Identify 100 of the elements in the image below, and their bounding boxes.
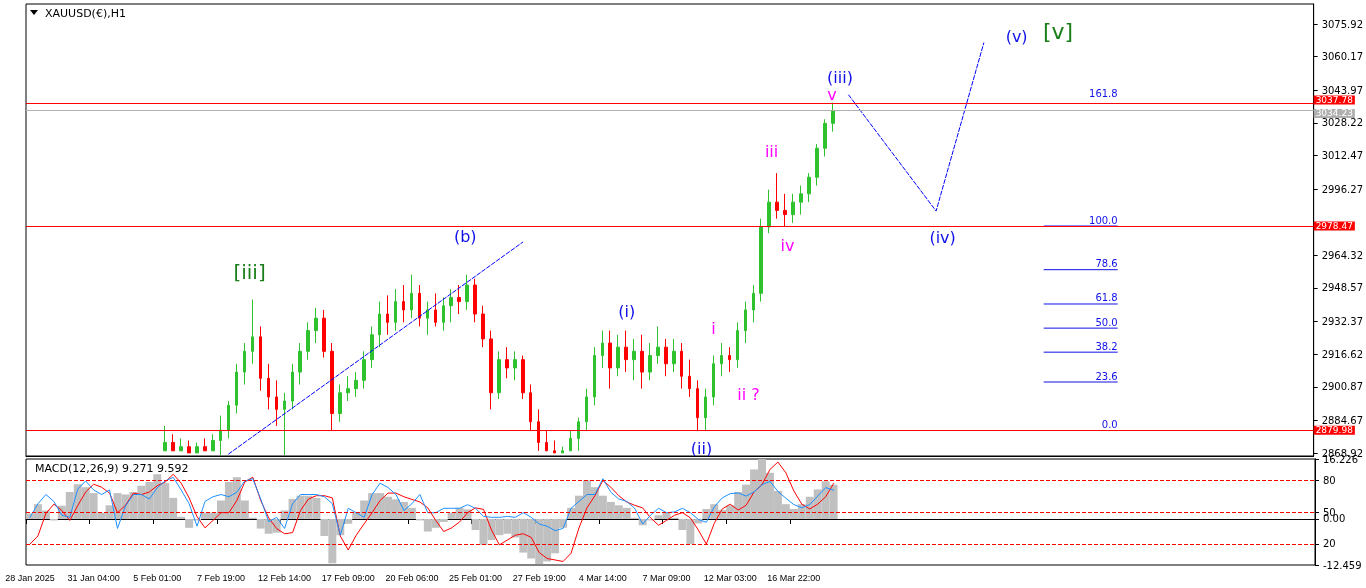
x-tick-label: 5 Feb 01:00 <box>133 572 182 583</box>
candlestick <box>378 301 381 348</box>
x-tick-label: 31 Jan 04:00 <box>67 572 120 583</box>
candlestick <box>187 439 191 454</box>
annotation: (iii) <box>827 67 853 87</box>
candlestick <box>712 354 715 406</box>
candlestick <box>720 342 723 377</box>
x-tick-label: 7 Feb 19:00 <box>196 572 245 583</box>
candlestick <box>736 321 739 369</box>
x-tick-label: 28 Jan 2025 <box>5 572 55 583</box>
candlestick <box>807 172 811 203</box>
x-tick-label: 4 Mar 14:00 <box>578 572 627 583</box>
chart-title: MACD(12,26,9) 9.271 9.592 <box>35 462 189 475</box>
candlestick <box>497 350 501 400</box>
candlestick <box>608 330 612 390</box>
y-tick-label: 3043.97 <box>1321 84 1364 96</box>
candlestick <box>298 342 302 385</box>
candlestick <box>561 446 564 454</box>
ref-line-label: 2879.98 <box>1315 425 1354 436</box>
candlestick <box>362 350 366 390</box>
candlestick <box>823 118 827 158</box>
candlestick <box>346 375 350 402</box>
candlestick <box>593 346 596 406</box>
annotation: ii ? <box>737 384 760 404</box>
annotation: (b) <box>453 226 477 246</box>
y-tick-label: 3012.47 <box>1321 150 1364 162</box>
x-tick-label: 20 Feb 06:00 <box>385 572 439 583</box>
candlestick <box>688 359 691 398</box>
candlestick <box>569 429 572 452</box>
candlestick <box>179 437 183 452</box>
candlestick <box>418 284 421 327</box>
candlestick <box>457 284 461 315</box>
candlestick <box>728 346 731 373</box>
annotation: (iv) <box>929 228 956 248</box>
candlestick <box>799 185 803 216</box>
candlestick <box>291 363 294 410</box>
candlestick <box>577 417 580 452</box>
x-tick-label: 7 Mar 09:00 <box>642 572 691 583</box>
candlestick <box>306 321 310 361</box>
annotation: 161.8 <box>1089 88 1118 100</box>
annotation: 0.0 <box>1101 418 1118 430</box>
candlestick <box>370 325 374 369</box>
candlestick <box>656 325 660 365</box>
candlestick <box>171 433 175 452</box>
candlestick <box>775 172 779 220</box>
y2-tick-label: 80 <box>1323 474 1336 486</box>
candlestick <box>616 334 620 377</box>
candlestick <box>203 437 207 452</box>
candlestick <box>473 278 477 323</box>
y-tick-label: -12.459 <box>1323 559 1362 571</box>
y-tick-label: 2964.32 <box>1321 249 1364 261</box>
candlestick <box>744 301 747 344</box>
candlestick <box>386 294 389 336</box>
candlestick <box>759 218 763 303</box>
candlestick <box>489 330 493 410</box>
candlestick <box>815 143 819 187</box>
x-tick-label: 16 Mar 22:00 <box>767 572 821 583</box>
annotation: (v) <box>1005 26 1028 46</box>
candlestick <box>632 338 636 381</box>
candlestick <box>704 388 707 431</box>
candlestick <box>410 274 413 319</box>
y-tick-label: 2900.87 <box>1321 381 1364 393</box>
annotation: i <box>711 318 716 338</box>
candlestick <box>680 342 683 390</box>
y-tick-label: 2884.67 <box>1321 414 1364 426</box>
annotation: [iii] <box>233 259 266 284</box>
candlestick <box>235 363 238 415</box>
annotation: iv <box>780 235 795 255</box>
chart-title: XAUUSD(€),H1 <box>45 7 126 20</box>
ref-line-label: 3034.23 <box>1315 108 1353 119</box>
annotation: (ii) <box>690 438 713 458</box>
candlestick <box>354 371 358 398</box>
candlestick <box>267 363 270 410</box>
candlestick <box>585 388 588 431</box>
candlestick <box>767 189 771 234</box>
annotation: iii <box>764 141 779 161</box>
candlestick <box>601 330 604 369</box>
y2-tick-label: 20 <box>1323 538 1336 550</box>
y-tick-label: 2916.62 <box>1321 348 1364 360</box>
candlestick <box>521 354 525 400</box>
candlestick <box>275 379 278 427</box>
x-tick-label: 27 Feb 19:00 <box>512 572 566 583</box>
candlestick <box>442 296 445 332</box>
annotation: 78.6 <box>1095 258 1118 270</box>
y-tick-label: 0.00 <box>1323 513 1346 525</box>
candlestick <box>505 346 509 379</box>
x-tick-label: 17 Feb 09:00 <box>321 572 375 583</box>
candlestick <box>791 193 795 224</box>
candlestick <box>251 299 254 365</box>
candlestick <box>664 338 668 377</box>
annotation: 100.0 <box>1089 214 1118 226</box>
candlestick <box>481 305 485 348</box>
annotation: 50.0 <box>1095 316 1118 328</box>
candlestick <box>513 350 517 381</box>
candlestick <box>434 292 437 327</box>
candlestick <box>672 338 676 373</box>
candlestick <box>394 288 397 332</box>
candlestick <box>163 425 167 452</box>
y-tick-label: 2948.57 <box>1321 282 1364 294</box>
candlestick <box>426 301 429 336</box>
